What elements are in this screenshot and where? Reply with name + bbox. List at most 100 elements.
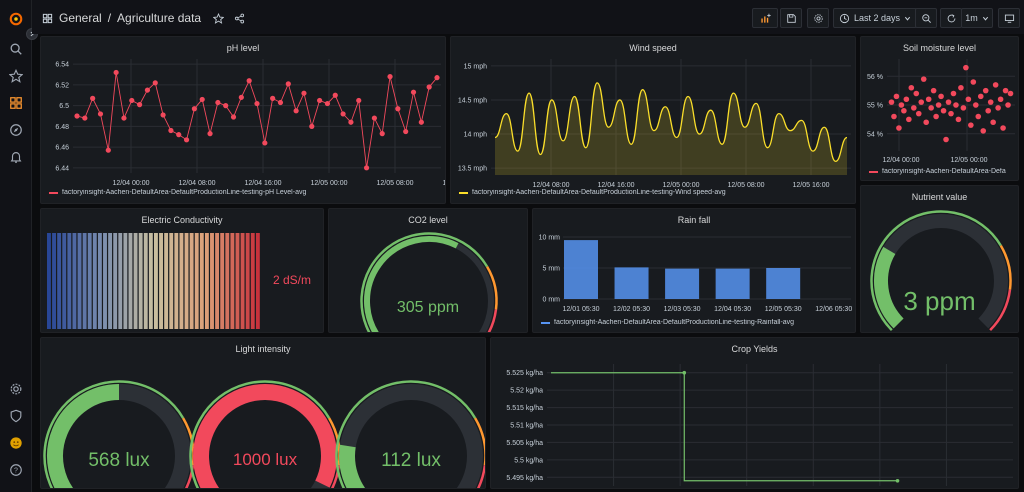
- wind-area-fill: [495, 82, 847, 175]
- dashboards-icon[interactable]: [7, 94, 25, 112]
- soil-data-point: [990, 119, 996, 126]
- conductivity-bar: [67, 233, 72, 329]
- co2-gauge-threshold-green: [360, 232, 489, 332]
- x-tick-label: 12/06 05:30: [815, 306, 852, 313]
- ph-data-point: [270, 95, 276, 101]
- breadcrumb-folder[interactable]: General: [59, 11, 102, 25]
- settings-icon[interactable]: [7, 380, 25, 398]
- ph-data-point: [403, 128, 409, 135]
- legend-label: factoryinsight-Aachen-DefaultArea-Defaul…: [472, 189, 726, 196]
- refresh-button[interactable]: [940, 8, 962, 28]
- breadcrumb: General / Agriculture data: [42, 11, 245, 25]
- chart-legend[interactable]: factoryinsight-Aachen-DefaultArea-Defa: [869, 168, 1017, 175]
- search-icon[interactable]: [7, 40, 25, 58]
- panel-rain-fall[interactable]: Rain fall 10 mm 5 mm 0 mm 12/01 05:30 12/02 …: [532, 208, 856, 333]
- shield-icon[interactable]: [7, 407, 25, 425]
- soil-data-point: [960, 105, 967, 111]
- ph-data-point: [340, 111, 346, 117]
- soil-data-point: [911, 105, 917, 111]
- sidebar: ?: [0, 0, 32, 492]
- y-tick-label: 10 mm: [539, 235, 561, 242]
- wind-series-line: [494, 82, 848, 163]
- chart-legend[interactable]: factoryinsight-Aachen-DefaultArea-Defaul…: [49, 189, 439, 196]
- x-tick-label: 12/05 08:00: [728, 182, 765, 189]
- time-range-picker[interactable]: Last 2 days: [833, 8, 917, 28]
- chevron-down-icon: [982, 16, 988, 21]
- zoom-out-button[interactable]: [915, 8, 937, 28]
- nutrient-gauge-threshold-red: [989, 289, 1012, 332]
- co2-gauge-threshold-red: [487, 309, 498, 332]
- conductivity-bar: [169, 233, 174, 329]
- y-tick-label: 6.46: [55, 145, 69, 152]
- share-icon[interactable]: [234, 13, 245, 24]
- ph-data-point: [129, 97, 135, 104]
- alerting-icon[interactable]: [7, 148, 25, 166]
- nutrient-gauge-fill: [874, 246, 904, 329]
- y-tick-label: 5.515 kg/ha: [506, 405, 543, 412]
- dashboard-settings-button[interactable]: [807, 8, 829, 28]
- soil-data-point: [893, 93, 900, 100]
- ph-data-point: [238, 94, 244, 100]
- y-tick-label: 6.5: [59, 103, 69, 110]
- panel-co2-level[interactable]: CO2 level 305 ppm: [328, 208, 528, 333]
- crop-data-point: [682, 370, 687, 375]
- panel-nutrient-value[interactable]: Nutrient value 3 ppm: [860, 185, 1019, 333]
- star-icon[interactable]: [213, 12, 225, 24]
- conductivity-bar: [92, 233, 97, 329]
- light-gauge-value: 1000 lux: [232, 450, 298, 469]
- refresh-interval-picker[interactable]: 1m: [961, 8, 993, 28]
- save-dashboard-button[interactable]: [780, 8, 802, 28]
- ph-data-point: [191, 106, 197, 112]
- ph-data-point: [410, 89, 417, 95]
- soil-data-point: [1005, 102, 1011, 108]
- conductivity-bar: [123, 233, 128, 329]
- light-gauge-value: 112 lux: [381, 450, 441, 471]
- conductivity-bar: [154, 233, 158, 329]
- panel-electric-conductivity[interactable]: Electric Conductivity 2 dS/m: [40, 208, 324, 333]
- topbar: General / Agriculture data Last 2 days 1…: [32, 0, 1024, 34]
- star-icon[interactable]: [7, 67, 25, 85]
- panel-crop-yields[interactable]: Crop Yields 5.525 kg/ha 5.52 kg/ha 5.515 k…: [490, 337, 1019, 489]
- svg-text:?: ?: [14, 468, 18, 475]
- panel-ph-level[interactable]: pH level 6.54 6.52 6.5 6.48 6.46 6.44 12/04 00…: [40, 36, 446, 204]
- chevron-right-icon: [30, 31, 34, 37]
- explore-icon[interactable]: [7, 121, 25, 139]
- ph-data-point: [246, 78, 252, 84]
- x-tick-label: 12/05 08:00: [377, 180, 414, 187]
- y-tick-label: 5.495 kg/ha: [506, 475, 543, 482]
- conductivity-value: 2 dS/m: [273, 273, 312, 287]
- legend-swatch: [49, 191, 58, 194]
- crop-series-line: [551, 372, 898, 482]
- soil-data-point: [935, 102, 942, 108]
- conductivity-bar: [57, 233, 62, 329]
- add-panel-button[interactable]: [752, 8, 778, 28]
- dashboard-title[interactable]: Agriculture data: [117, 11, 202, 25]
- ph-data-point: [97, 111, 104, 117]
- soil-data-point: [933, 113, 939, 120]
- conductivity-bar: [184, 233, 189, 329]
- x-tick-label: 12/04 16:00: [245, 180, 282, 187]
- ph-data-point: [168, 127, 174, 134]
- panel-wind-speed[interactable]: Wind speed 15 mph 14.5 mph 14 mph 13.5 mph 1…: [450, 36, 856, 204]
- y-tick-label: 5.5 kg/ha: [514, 457, 543, 464]
- grafana-logo-icon[interactable]: [7, 10, 25, 28]
- panel-light-intensity[interactable]: Light intensity 568 lux 1000 lux 112 lux: [40, 337, 486, 489]
- help-icon[interactable]: ?: [7, 461, 25, 479]
- panel-soil-moisture[interactable]: Soil moisture level 56 % 55 % 54 % 12/04 00…: [860, 36, 1019, 181]
- legend-swatch: [869, 170, 878, 173]
- light-gauge-threshold-green: [335, 380, 477, 488]
- y-tick-label: 14.5 mph: [458, 97, 487, 104]
- soil-data-point: [918, 99, 925, 105]
- conductivity-bar: [235, 233, 240, 329]
- tv-mode-button[interactable]: [998, 8, 1020, 28]
- conductivity-bar: [77, 233, 82, 329]
- ph-data-point: [223, 103, 229, 109]
- conductivity-bar: [204, 233, 209, 329]
- chart-legend[interactable]: factoryinsight-Aachen-DefaultArea-Defaul…: [459, 189, 849, 196]
- user-avatar-icon[interactable]: [7, 434, 25, 452]
- chart-legend[interactable]: factoryinsight-Aachen-DefaultArea-Defaul…: [541, 319, 851, 326]
- ph-data-point: [395, 106, 401, 112]
- conductivity-bar: [255, 233, 260, 329]
- panel-title: Electric Conductivity: [141, 215, 223, 225]
- soil-data-point: [987, 99, 994, 105]
